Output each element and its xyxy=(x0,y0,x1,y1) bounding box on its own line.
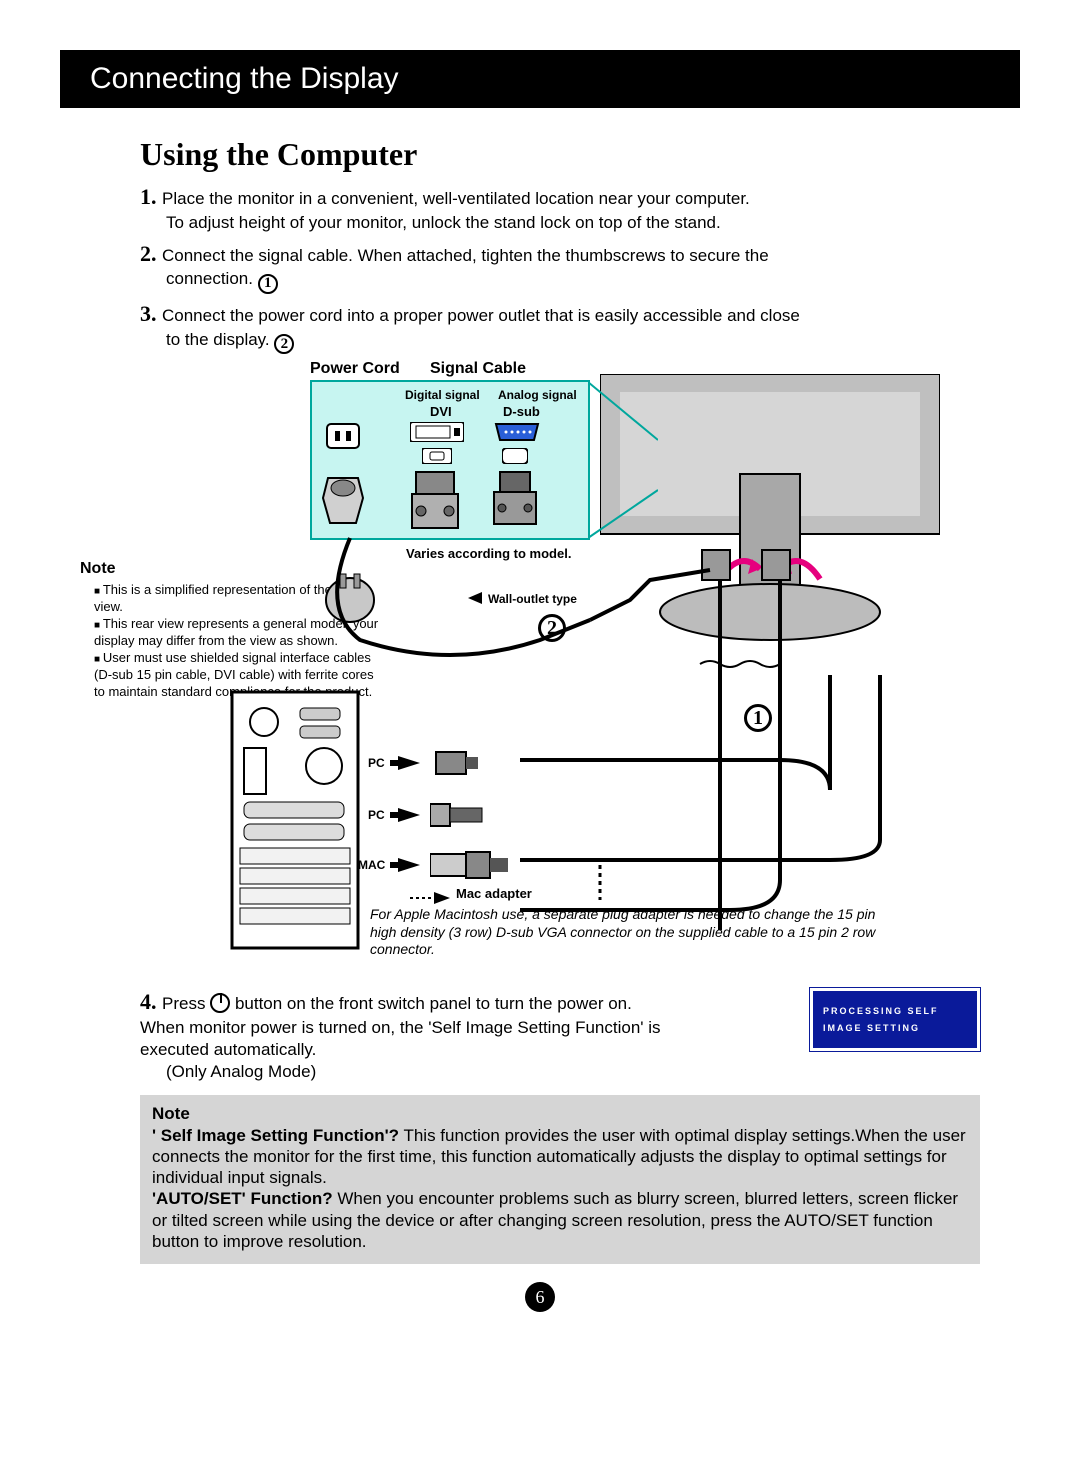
mac-note: For Apple Macintosh use, a separate plug… xyxy=(370,906,900,959)
mac-adapter-icon xyxy=(430,850,510,880)
mac-label: MAC xyxy=(358,858,385,872)
step-2: 2.Connect the signal cable. When attache… xyxy=(140,240,980,294)
osd-box: PROCESSING SELF IMAGE SETTING xyxy=(810,988,980,1050)
power-icon xyxy=(210,993,230,1013)
step-3: 3.Connect the power cord into a proper p… xyxy=(140,300,980,354)
dsub-port-icon xyxy=(492,422,542,442)
small-port-icon xyxy=(422,448,452,464)
pc-plug-icon xyxy=(430,750,480,776)
pc-label: PC xyxy=(368,756,385,770)
pc-tower-icon xyxy=(230,690,360,950)
arrow-left-icon xyxy=(390,754,420,772)
arrow-left-icon xyxy=(390,806,420,824)
page-number: 6 xyxy=(525,1282,555,1312)
cable-lines xyxy=(330,530,970,950)
dvi-port-icon xyxy=(410,422,464,442)
analog-signal-label: Analog signal xyxy=(498,388,577,402)
power-cord-label: Power Cord xyxy=(310,360,400,378)
digital-signal-label: Digital signal xyxy=(405,388,480,402)
dvi-label: DVI xyxy=(430,404,452,419)
pc-label: PC xyxy=(368,808,385,822)
signal-cable-label: Signal Cable xyxy=(430,360,526,378)
small-port-icon xyxy=(502,448,528,464)
power-plug-icon xyxy=(318,468,368,538)
dotted-arrow-icon xyxy=(410,890,450,906)
page-header: Connecting the Display xyxy=(60,50,1020,108)
note-box: Note ' Self Image Setting Function'? Thi… xyxy=(140,1095,980,1264)
arrow-left-icon xyxy=(390,856,420,874)
section-title: Using the Computer xyxy=(140,136,980,173)
step-4: 4.Press button on the front switch panel… xyxy=(140,988,980,1083)
dsub-label: D-sub xyxy=(503,404,540,419)
power-port-icon xyxy=(325,422,361,450)
step-1: 1.Place the monitor in a convenient, wel… xyxy=(140,183,980,234)
pc-plug-icon xyxy=(430,802,486,828)
connection-diagram: Note This is a simplified representation… xyxy=(140,360,980,980)
content: Using the Computer 1.Place the monitor i… xyxy=(60,108,1020,1264)
mac-adapter-label: Mac adapter xyxy=(456,886,532,901)
